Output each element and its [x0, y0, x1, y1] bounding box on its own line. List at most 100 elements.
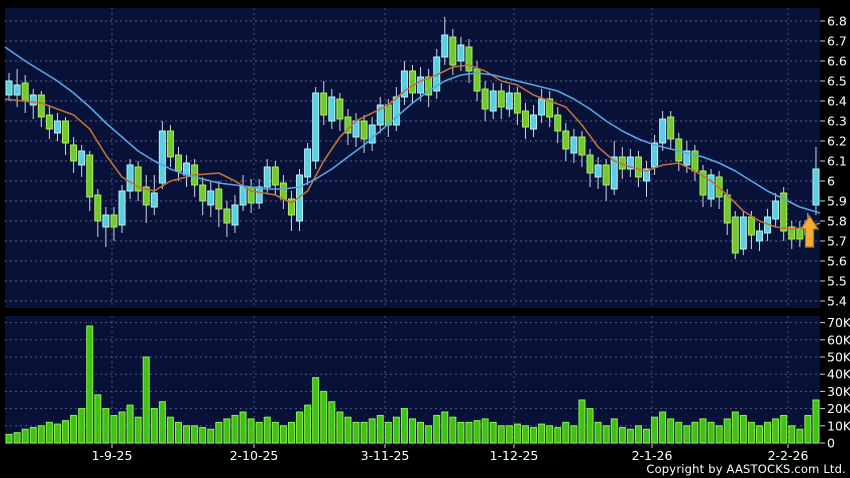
volume-bar[interactable] — [780, 414, 788, 444]
volume-bar[interactable] — [70, 414, 78, 444]
volume-bar[interactable] — [199, 427, 207, 444]
volume-bar[interactable] — [215, 421, 223, 444]
volume-bar[interactable] — [191, 425, 199, 444]
volume-bar[interactable] — [449, 416, 457, 444]
volume-bar[interactable] — [223, 418, 231, 444]
candle-down[interactable] — [465, 46, 473, 72]
candle-down[interactable] — [521, 110, 529, 128]
volume-bar[interactable] — [715, 425, 723, 444]
candle-down[interactable] — [788, 226, 796, 240]
volume-bar[interactable] — [610, 418, 618, 444]
volume-bar[interactable] — [659, 411, 667, 444]
volume-bar[interactable] — [231, 414, 239, 444]
volume-bar[interactable] — [400, 408, 408, 444]
volume-bar[interactable] — [626, 428, 634, 444]
volume-bar[interactable] — [441, 411, 449, 444]
volume-bar[interactable] — [13, 432, 21, 444]
candle-up[interactable] — [150, 192, 158, 208]
candle-down[interactable] — [747, 216, 755, 236]
candle-up[interactable] — [772, 200, 780, 220]
candle-up[interactable] — [651, 142, 659, 168]
candle-up[interactable] — [457, 44, 465, 62]
volume-bar[interactable] — [675, 421, 683, 444]
volume-bar[interactable] — [699, 418, 707, 444]
volume-bar[interactable] — [126, 404, 134, 444]
candle-down[interactable] — [110, 214, 118, 228]
candle-up[interactable] — [118, 190, 126, 226]
candle-down[interactable] — [142, 186, 150, 206]
volume-bar[interactable] — [392, 416, 400, 444]
candle-down[interactable] — [409, 70, 416, 94]
candle-up[interactable] — [417, 76, 425, 94]
candle-up[interactable] — [739, 216, 747, 250]
candle-up[interactable] — [505, 92, 513, 110]
volume-bar[interactable] — [21, 428, 29, 444]
volume-bar[interactable] — [764, 421, 772, 444]
candle-up[interactable] — [812, 168, 820, 206]
volume-bar[interactable] — [320, 390, 328, 444]
volume-bar[interactable] — [247, 418, 255, 444]
candle-down[interactable] — [271, 166, 279, 186]
volume-bar[interactable] — [102, 408, 110, 444]
candle-down[interactable] — [449, 36, 457, 66]
volume-bar[interactable] — [255, 421, 263, 444]
candle-down[interactable] — [699, 170, 707, 196]
candle-up[interactable] — [328, 96, 336, 122]
volume-bar[interactable] — [134, 416, 142, 444]
volume-bar[interactable] — [643, 428, 651, 444]
volume-bar[interactable] — [336, 411, 344, 444]
candle-down[interactable] — [796, 228, 804, 240]
candle-down[interactable] — [45, 114, 53, 130]
volume-bar[interactable] — [158, 401, 166, 444]
candle-up[interactable] — [538, 98, 546, 116]
volume-bar[interactable] — [554, 427, 562, 444]
candle-up[interactable] — [255, 186, 263, 204]
candle-down[interactable] — [37, 94, 45, 118]
candle-down[interactable] — [360, 120, 368, 140]
volume-bar[interactable] — [594, 421, 602, 444]
volume-bar[interactable] — [505, 425, 513, 444]
candle-up[interactable] — [158, 130, 166, 184]
volume-bar[interactable] — [279, 425, 287, 444]
volume-bar[interactable] — [651, 416, 659, 444]
volume-bar[interactable] — [481, 418, 489, 444]
volume-bar[interactable] — [360, 421, 368, 444]
candle-down[interactable] — [223, 208, 231, 224]
candle-up[interactable] — [659, 118, 667, 144]
candle-up[interactable] — [707, 174, 715, 200]
candle-up[interactable] — [239, 186, 247, 206]
candle-up[interactable] — [53, 120, 61, 134]
candle-down[interactable] — [634, 156, 642, 178]
candle-down[interactable] — [481, 88, 489, 110]
candle-down[interactable] — [780, 192, 788, 232]
candle-up[interactable] — [29, 94, 37, 106]
volume-bar[interactable] — [287, 421, 295, 444]
volume-bar[interactable] — [538, 423, 546, 444]
volume-bar[interactable] — [788, 425, 796, 444]
candle-up[interactable] — [263, 166, 271, 188]
volume-bar[interactable] — [183, 425, 191, 444]
volume-bar[interactable] — [497, 425, 505, 444]
candle-up[interactable] — [376, 104, 384, 126]
volume-bar[interactable] — [731, 411, 739, 444]
volume-bar[interactable] — [513, 423, 521, 444]
volume-bar[interactable] — [110, 414, 118, 444]
candle-down[interactable] — [86, 154, 94, 198]
candle-up[interactable] — [755, 230, 763, 242]
volume-bar[interactable] — [739, 414, 747, 444]
candle-down[interactable] — [336, 98, 344, 120]
volume-bar[interactable] — [772, 418, 780, 444]
volume-bar[interactable] — [417, 421, 425, 444]
volume-bar[interactable] — [296, 411, 304, 444]
volume-bar[interactable] — [118, 411, 126, 444]
volume-bar[interactable] — [602, 425, 610, 444]
candle-up[interactable] — [78, 150, 86, 166]
volume-bar[interactable] — [691, 421, 699, 444]
candle-up[interactable] — [683, 150, 691, 166]
volume-bar[interactable] — [562, 421, 570, 444]
volume-bar[interactable] — [465, 421, 473, 444]
candle-down[interactable] — [70, 144, 78, 162]
volume-bar[interactable] — [62, 420, 70, 444]
volume-bar[interactable] — [409, 418, 416, 444]
volume-bar[interactable] — [207, 428, 215, 444]
